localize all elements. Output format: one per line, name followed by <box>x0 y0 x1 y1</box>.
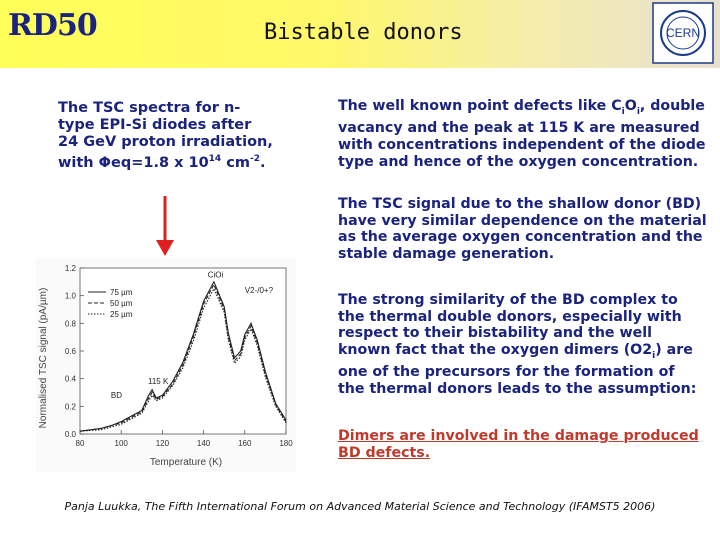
series-line-1 <box>79 280 287 432</box>
p3-line-4: known fact that the oxygen dimers (O2i) … <box>338 341 693 361</box>
y-tick-label: 0.6 <box>65 347 77 356</box>
p3-line-3: respect to their bistability and the wel… <box>338 325 652 342</box>
plot-frame <box>79 267 287 435</box>
p1-line-3: with concentrations independent of the d… <box>338 137 706 154</box>
slide-title: Bistable donors <box>264 20 463 45</box>
legend-label-1: 75 µm <box>110 288 133 297</box>
p2-line-3: as the average oxygen concentration and … <box>338 229 703 246</box>
x-tick-label: 140 <box>197 439 211 448</box>
legend-label-3: 25 µm <box>110 310 133 319</box>
paragraph-thermal-donors: The strong similarity of the BD complex … <box>338 292 700 397</box>
p3-line-1: The strong similarity of the BD complex … <box>338 292 678 308</box>
p1-line-1: The well known point defects like CiOi, … <box>338 98 705 117</box>
p3-line-5: one of the precursors for the formation … <box>338 364 675 381</box>
rd50-logo-text: RD50 <box>8 8 98 43</box>
y-tick-label: 1.0 <box>65 292 77 301</box>
plot-annotation-3: BD <box>111 391 122 400</box>
y-tick-label: 0.2 <box>65 402 77 411</box>
p1-line-4: type and hence of the oxygen concentrati… <box>338 153 699 170</box>
plot-xlabel: Temperature (K) <box>150 457 222 468</box>
p2-line-2: have very similar dependence on the mate… <box>338 212 707 229</box>
plot-ylabel: Normalised TSC signal (pA/µm) <box>38 288 49 429</box>
legend-label-2: 50 µm <box>110 299 133 308</box>
cern-logo: CERN <box>652 2 714 64</box>
down-arrow-icon <box>150 196 180 258</box>
caption-line-2: type EPI-Si diodes after <box>58 117 252 133</box>
y-tick-label: 0.0 <box>65 430 77 439</box>
tsc-caption: The TSC spectra for n- type EPI-Si diode… <box>58 100 288 172</box>
p2-line-4: stable damage generation. <box>338 245 555 262</box>
p3-line-2: the thermal double donors, especially wi… <box>338 308 682 325</box>
tsc-spectra-plot: Normalised TSC signal (pA/µm) Temperatur… <box>36 258 296 472</box>
p4-line-2: BD defects. <box>338 444 431 461</box>
p4-line-1: Dimers are involved in the damage produc… <box>338 428 699 444</box>
x-tick-label: 180 <box>279 439 293 448</box>
paragraph-conclusion: Dimers are involved in the damage produc… <box>338 428 700 461</box>
caption-line-4: with Φeq=1.8 x 1014 cm-2. <box>58 154 266 171</box>
x-tick-label: 80 <box>76 439 85 448</box>
p1-line-2: vacancy and the peak at 115 K are measur… <box>338 120 700 137</box>
y-tick-label: 0.4 <box>65 375 77 384</box>
series-line-2 <box>79 283 287 432</box>
x-tick-label: 120 <box>156 439 170 448</box>
caption-line-1: The TSC spectra for n- <box>58 100 241 116</box>
x-tick-label: 100 <box>115 439 129 448</box>
plot-annotation-2: V2-/0+? <box>245 286 274 295</box>
plot-annotation-1: CiOi <box>208 271 224 280</box>
paragraph-point-defects: The well known point defects like CiOi, … <box>338 98 706 170</box>
p2-line-1: The TSC signal due to the shallow donor … <box>338 196 702 212</box>
footer-citation: Panja Luukka, The Fifth International Fo… <box>64 500 656 513</box>
y-tick-label: 0.8 <box>65 319 77 328</box>
y-tick-label: 1.2 <box>65 264 77 273</box>
header-banner: RD50 Bistable donors CERN <box>0 0 720 68</box>
p3-line-6: the thermal donors leads to the assumpti… <box>338 380 697 397</box>
x-tick-label: 160 <box>238 439 252 448</box>
plot-annotation-4: 115 K <box>148 377 169 386</box>
paragraph-shallow-donor: The TSC signal due to the shallow donor … <box>338 196 707 262</box>
cern-logo-text: CERN <box>666 26 700 40</box>
caption-line-3: 24 GeV proton irradiation, <box>58 134 273 150</box>
